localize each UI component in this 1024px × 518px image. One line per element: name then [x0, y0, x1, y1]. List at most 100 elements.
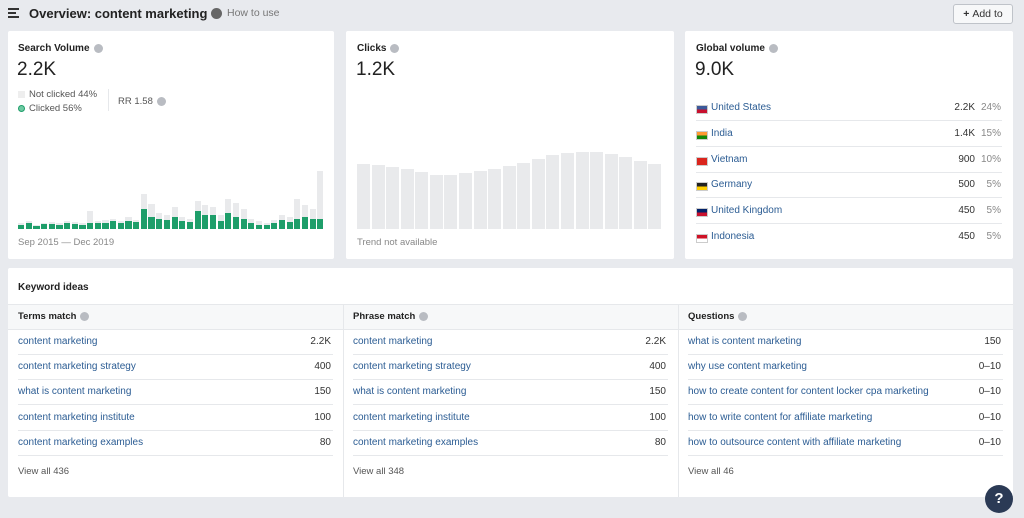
keyword-volume: 150 — [314, 386, 331, 398]
clicked-bar — [202, 215, 209, 229]
clicks-bar — [517, 163, 531, 229]
clicked-bar — [94, 223, 101, 229]
keyword-volume: 0–10 — [978, 411, 1001, 423]
column-divider — [678, 304, 679, 497]
clicked-bar — [225, 213, 232, 229]
keyword-link[interactable]: what is content marketing — [18, 386, 132, 398]
global-volume-card: Global volume 9.0K United States 2.2K 24% Ind… — [685, 31, 1013, 259]
how-to-use-link[interactable]: How to use — [227, 7, 280, 19]
clicked-bar — [133, 222, 140, 229]
clicked-bar — [163, 220, 170, 229]
clicks-bar — [531, 159, 545, 229]
clicks-bar — [633, 161, 647, 229]
view-all-link[interactable]: View all 46 — [688, 466, 734, 477]
clicked-bar — [110, 221, 117, 229]
clicked-bar — [232, 217, 240, 229]
clicked-bar — [56, 225, 63, 229]
clicked-bar — [286, 222, 293, 229]
keyword-link[interactable]: content marketing institute — [353, 411, 470, 423]
clicked-bar — [79, 225, 86, 229]
clicks-bar — [575, 152, 589, 229]
row-divider — [353, 454, 668, 456]
country-name[interactable]: Indonesia — [711, 231, 755, 242]
keyword-link[interactable]: what is content marketing — [688, 336, 802, 347]
rr-label: RR 1.58 — [118, 96, 166, 107]
row-divider — [353, 429, 668, 431]
keyword-ideas-card: Keyword ideas Terms match content marketin… — [8, 268, 1013, 497]
country-name[interactable]: Vietnam — [711, 153, 748, 165]
date-range: Sep 2015 — Dec 2019 — [18, 237, 115, 248]
section-title: Keyword ideas — [18, 282, 89, 293]
keyword-volume: 80 — [319, 436, 331, 448]
help-icon — [419, 311, 429, 321]
legend-clicked: Clicked 56% — [29, 103, 82, 114]
clicked-bar — [117, 223, 124, 229]
legend-swatch — [18, 91, 25, 98]
clicks-bar — [619, 157, 633, 229]
menu-icon[interactable] — [8, 8, 19, 18]
row-divider — [688, 404, 1003, 406]
keyword-link[interactable]: content marketing examples — [353, 436, 479, 448]
keyword-link[interactable]: content marketing institute — [18, 411, 135, 423]
row-divider — [353, 404, 668, 406]
clicked-bar — [278, 220, 286, 229]
clicked-bar — [171, 217, 178, 229]
clicks-bar — [590, 152, 604, 229]
row-divider — [18, 379, 333, 381]
keyword-link[interactable]: how to write content for affiliate marke… — [688, 411, 873, 423]
clicks-bar — [415, 172, 429, 229]
column-title: Questions — [688, 311, 748, 322]
clicked-bar — [209, 215, 217, 229]
clicked-bar — [309, 219, 316, 229]
country-share: 15% — [980, 127, 1001, 139]
row-divider — [688, 354, 1003, 355]
clicked-bar — [102, 223, 109, 229]
clicked-bar — [217, 221, 224, 229]
country-name[interactable]: India — [711, 127, 733, 139]
country-name[interactable]: Germany — [711, 179, 753, 191]
card-value: 2.2K — [17, 59, 57, 80]
country-name[interactable]: United Kingdom — [711, 205, 783, 217]
keyword-link[interactable]: content marketing strategy — [353, 361, 471, 373]
clicked-bar — [156, 219, 163, 229]
view-all-link[interactable]: View all 436 — [18, 466, 70, 477]
keyword-link[interactable]: content marketing examples — [18, 436, 144, 448]
country-volume: 2.2K — [954, 102, 975, 113]
card-value: 1.2K — [356, 59, 396, 80]
country-name[interactable]: United States — [711, 102, 772, 113]
help-button[interactable]: ? — [985, 485, 1013, 513]
clicks-card: Clicks 1.2K Trend not available — [346, 31, 674, 259]
keyword-link[interactable]: content marketing — [353, 336, 433, 347]
card-label: Clicks — [357, 43, 400, 54]
keyword-volume: 150 — [649, 386, 666, 398]
clicked-bar — [271, 223, 278, 229]
page-title: Overview: content marketing — [29, 6, 208, 21]
clicked-bar — [64, 223, 71, 229]
clicked-bar — [194, 211, 201, 229]
clicked-bar — [87, 223, 94, 229]
row-divider — [688, 379, 1003, 381]
flag — [696, 182, 708, 192]
clicked-bar — [317, 219, 324, 229]
row-divider — [696, 145, 1002, 147]
keyword-link[interactable]: content marketing strategy — [18, 361, 136, 373]
keyword-volume: 2.2K — [310, 336, 331, 347]
clicked-bar — [33, 226, 40, 229]
view-all-link[interactable]: View all 348 — [353, 466, 405, 477]
country-volume: 450 — [958, 205, 975, 217]
clicked-bar — [255, 225, 263, 229]
keyword-link[interactable]: why use content marketing — [688, 361, 807, 373]
keyword-link[interactable]: how to outsource content with affiliate … — [688, 436, 902, 448]
keyword-link[interactable]: how to create content for content locker… — [688, 386, 929, 398]
row-divider — [18, 354, 333, 355]
help-icon — [80, 311, 90, 321]
card-label: Search Volume — [18, 43, 103, 54]
clicks-bar — [386, 167, 400, 229]
keyword-link[interactable]: content marketing — [18, 336, 98, 347]
trend-note: Trend not available — [357, 237, 438, 248]
add-to-button[interactable]: + Add to — [953, 4, 1013, 24]
card-label: Global volume — [696, 43, 778, 54]
row-divider — [688, 454, 1003, 456]
column-title: Phrase match — [353, 311, 429, 322]
keyword-link[interactable]: what is content marketing — [353, 386, 467, 398]
